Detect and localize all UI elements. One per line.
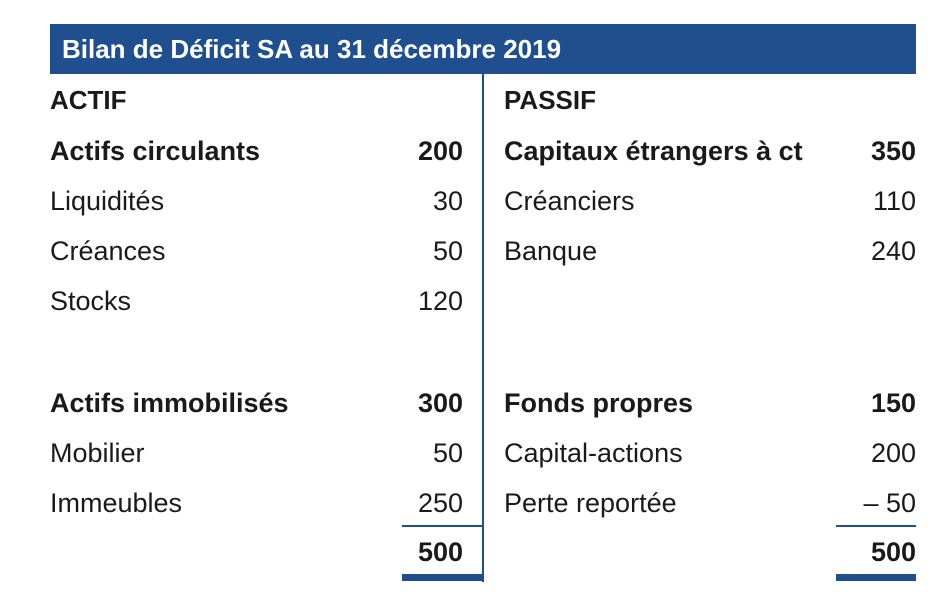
- row-label: Stocks: [50, 285, 132, 316]
- row-value: 50: [432, 437, 463, 468]
- actif-heading: ACTIF: [50, 84, 127, 115]
- passif-row: Créanciers 110: [504, 176, 916, 226]
- row-value: 120: [417, 285, 463, 316]
- row-value: 110: [872, 185, 916, 216]
- actif-row: Créances 50: [50, 226, 463, 276]
- row-label: Mobilier: [50, 437, 145, 468]
- actif-row: Immeubles 250: [50, 478, 463, 528]
- passif-empty-row: [504, 276, 916, 326]
- row-label: Fonds propres: [504, 387, 694, 418]
- row-label: Actifs immobilisés: [50, 387, 289, 418]
- row-value: – 50: [863, 487, 916, 518]
- row-value: 200: [417, 135, 463, 166]
- column-divider: [482, 74, 484, 582]
- actif-row: Mobilier 50: [50, 428, 463, 478]
- actif-row: Liquidités 30: [50, 176, 463, 226]
- row-label: Créances: [50, 235, 166, 266]
- balance-sheet-title: Bilan de Déficit SA au 31 décembre 2019: [50, 24, 916, 74]
- row-label: Créanciers: [504, 185, 635, 216]
- actif-column: ACTIF Actifs circulants 200 Liquidités 3…: [50, 74, 463, 528]
- passif-total-rule: [836, 574, 916, 581]
- row-value: 150: [870, 387, 916, 418]
- actif-row: Actifs immobilisés 300: [50, 378, 463, 428]
- passif-row: Perte reportée – 50: [504, 478, 916, 528]
- passif-column: PASSIF Capitaux étrangers à ct 350 Créan…: [504, 74, 916, 528]
- passif-row: Capitaux étrangers à ct 350: [504, 126, 916, 176]
- row-value: 240: [870, 235, 916, 266]
- row-value: 350: [870, 135, 916, 166]
- passif-heading: PASSIF: [504, 84, 596, 115]
- row-label: Actifs circulants: [50, 135, 261, 166]
- actif-row: Actifs circulants 200: [50, 126, 463, 176]
- actif-row: Stocks 120: [50, 276, 463, 326]
- row-value: 250: [417, 487, 463, 518]
- row-value: 200: [870, 437, 916, 468]
- passif-row: Capital-actions 200: [504, 428, 916, 478]
- row-label: Banque: [504, 235, 598, 266]
- actif-total-rule: [402, 574, 482, 581]
- passif-total: 500: [870, 537, 916, 567]
- row-label: Perte reportée: [504, 487, 677, 518]
- row-label: Liquidités: [50, 185, 165, 216]
- actif-total: 500: [417, 537, 463, 567]
- actif-sum-rule: [402, 525, 482, 527]
- group-spacer: [504, 326, 916, 378]
- passif-row: Banque 240: [504, 226, 916, 276]
- row-value: 300: [417, 387, 463, 418]
- row-value: 30: [432, 185, 463, 216]
- row-value: 50: [432, 235, 463, 266]
- row-label: Capitaux étrangers à ct: [504, 135, 803, 166]
- group-spacer: [50, 326, 463, 378]
- passif-row: Fonds propres 150: [504, 378, 916, 428]
- row-label: Immeubles: [50, 487, 183, 518]
- title-text: Bilan de Déficit SA au 31 décembre 2019: [62, 33, 562, 64]
- passif-sum-rule: [836, 525, 916, 527]
- row-label: Capital-actions: [504, 437, 683, 468]
